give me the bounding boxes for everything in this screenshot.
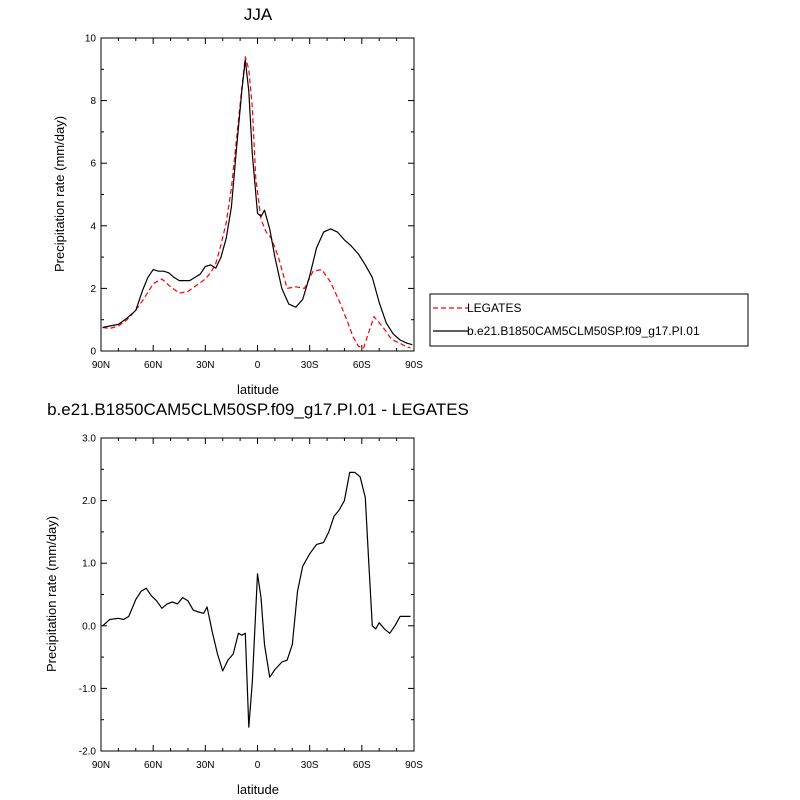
legend-label-model: b.e21.B1850CAM5CLM50SP.f09_g17.PI.01 [467,324,700,338]
difference-line-chart: b.e21.B1850CAM5CLM50SP.f09_g17.PI.01 - L… [44,400,469,797]
chart-title: JJA [244,5,273,24]
legend: LEGATES b.e21.B1850CAM5CLM50SP.f09_g17.P… [429,293,749,347]
legend-box [429,293,749,347]
series-line-model [102,471,411,728]
x-tick-label: 60N [144,360,162,371]
y-tick-label: 10 [85,34,97,45]
series-line-legates [102,56,411,349]
y-tick-label: -1.0 [79,684,97,695]
x-tick-label: 30S [301,760,319,771]
x-tick-label: 60N [144,760,162,771]
y-tick-label: 8 [90,96,96,107]
x-tick-label: 90S [405,360,423,371]
x-tick-label: 30S [301,360,319,371]
x-tick-label: 60S [353,760,371,771]
x-axis-label: latitude [237,782,279,797]
y-tick-label: 1.0 [82,559,96,570]
y-tick-label: 0.0 [82,621,96,632]
x-axis-label: latitude [237,382,279,397]
chart-title: b.e21.B1850CAM5CLM50SP.f09_g17.PI.01 - L… [47,400,469,419]
y-tick-label: 0 [90,347,96,358]
y-tick-label: 3.0 [82,434,96,445]
y-tick-label: 4 [90,221,96,232]
y-axis-label: Precipitation rate (mm/day) [44,516,59,672]
x-tick-label: 30N [196,360,214,371]
x-tick-label: 60S [353,360,371,371]
plot-area [100,437,415,752]
legend-label-legates: LEGATES [467,301,521,315]
series-line-model [102,59,413,346]
y-tick-label: 2 [90,284,96,295]
x-tick-label: 30N [196,760,214,771]
x-tick-label: 0 [255,360,261,371]
y-tick-label: -2.0 [79,747,97,758]
x-tick-label: 90N [92,760,110,771]
x-tick-label: 90S [405,760,423,771]
y-tick-label: 6 [90,159,96,170]
y-tick-label: 2.0 [82,496,96,507]
y-axis-label: Precipitation rate (mm/day) [52,116,67,272]
x-tick-label: 90N [92,360,110,371]
x-tick-label: 0 [255,760,261,771]
